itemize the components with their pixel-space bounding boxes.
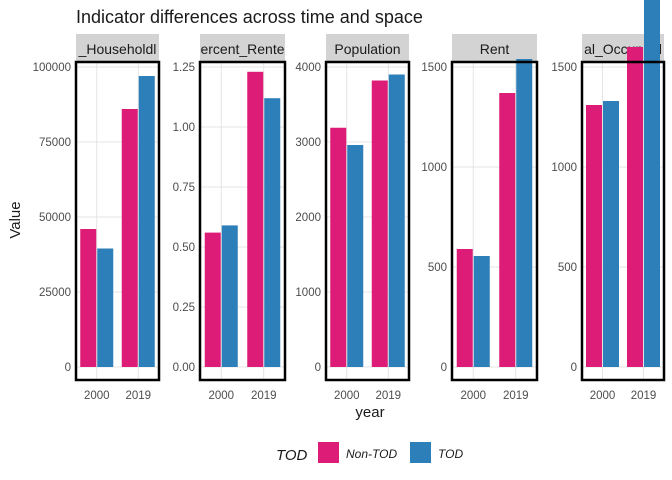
y-tick-label: 2000 [295,212,321,224]
facet-strip [76,34,159,62]
x-tick-label: 2019 [503,390,529,402]
bar-non-tod-2000 [204,232,221,367]
chart-title: Indicator differences across time and sp… [76,7,423,27]
x-tick-label: 2000 [334,390,360,402]
facet-panel: _Householdl 0 25000 50000 75000 100000 2000 201… [33,34,161,402]
y-tick-label: 0 [441,362,447,374]
bar-non-tod-2019 [247,71,264,368]
bar-tod-2000 [603,101,619,367]
y-axis-title: Value [7,201,24,238]
legend: TOD Non-TOD TOD [276,442,463,464]
x-tick-label: 2000 [208,390,234,402]
facet-panel: Rent 0 500 1000 1500 2000 2019 [421,34,539,402]
y-tick-label: 100000 [33,62,71,74]
legend-key-tod [410,442,431,463]
facet-strip [326,34,409,62]
x-tick-label: 2000 [84,390,110,402]
y-tick-label: 0.50 [173,242,195,254]
bar-non-tod-2019 [121,109,138,367]
bar-tod-2019 [516,59,533,367]
x-tick-label: 2019 [375,390,401,402]
y-tick-label: 1500 [421,62,447,74]
x-tick-label: 2019 [251,390,277,402]
y-tick-label: 0 [315,362,321,374]
y-tick-label: 0 [571,362,577,374]
legend-label: Non-TOD [346,447,397,461]
bar-tod-2019 [644,0,660,367]
facet-strip-label: ercent_Rente [200,41,284,57]
facet-panel: Population 0 1000 2000 3000 4000 2000 2019 [295,34,411,402]
panel-border [74,60,161,382]
y-tick-label: 4000 [295,62,321,74]
bar-non-tod-2019 [371,80,388,367]
bar-tod-2000 [97,248,114,367]
bar-non-tod-2019 [627,47,643,367]
facet-strip-label: _Householdl [78,41,157,57]
panel-border [580,60,666,382]
bar-tod-2019 [264,98,281,367]
y-tick-label: 0.75 [173,182,195,194]
facet-strip-label: Population [334,41,400,57]
y-tick-label: 1500 [551,62,577,74]
y-tick-label: 3000 [295,137,321,149]
bar-tod-2019 [388,74,405,367]
facet-strip [200,34,285,62]
y-tick-label: 25000 [39,287,71,299]
bar-tod-2000 [347,145,364,367]
bar-tod-2000 [221,225,238,367]
bar-non-tod-2000 [456,249,473,367]
y-tick-label: 0.00 [173,362,195,374]
facet-strip [452,34,537,62]
y-tick-label: 1000 [551,162,577,174]
bar-non-tod-2000 [80,229,97,367]
panel-border [198,60,287,382]
bar-non-tod-2019 [499,93,516,367]
y-tick-label: 1000 [421,162,447,174]
x-tick-label: 2019 [631,390,657,402]
panel-border [324,60,411,382]
facet-strip-label: Rent [480,41,510,57]
legend-label: TOD [438,447,463,461]
bar-non-tod-2000 [330,127,347,367]
bar-tod-2000 [473,256,490,367]
y-tick-label: 1.00 [173,122,195,134]
bar-tod-2019 [138,76,155,367]
y-tick-label: 50000 [39,212,71,224]
y-tick-label: 1000 [295,287,321,299]
y-tick-label: 0.25 [173,302,195,314]
y-tick-label: 0 [65,362,71,374]
facet-panel: ercent_Rente 0.00 0.25 0.50 0.75 1.00 1.25 2000… [173,34,287,402]
legend-key-non-tod [318,442,339,463]
x-tick-label: 2000 [590,390,616,402]
x-tick-label: 2019 [125,390,151,402]
legend-title: TOD [276,447,308,464]
panel-border [450,60,539,382]
x-axis-title: year [355,404,384,421]
x-tick-label: 2000 [460,390,486,402]
bar-non-tod-2000 [586,105,602,367]
y-tick-label: 500 [428,262,447,274]
y-tick-label: 75000 [39,137,71,149]
y-tick-label: 500 [558,262,577,274]
y-tick-label: 1.25 [173,62,195,74]
